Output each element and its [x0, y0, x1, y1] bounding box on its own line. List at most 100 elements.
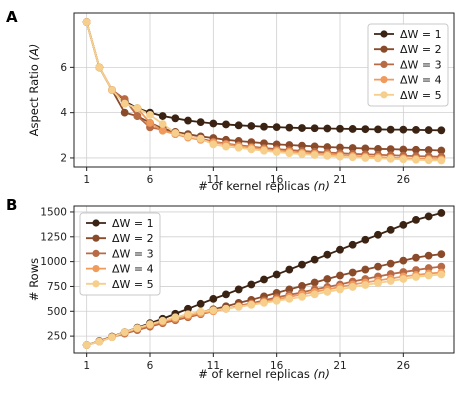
data-point-dw5 [196, 134, 205, 143]
data-point-dw5 [260, 298, 268, 307]
data-point-dw1 [272, 270, 281, 279]
legend-label-dw1: ΔW = 1 [400, 28, 442, 41]
legend-label-dw3: ΔW = 3 [400, 58, 442, 71]
data-point-dw1 [310, 255, 319, 264]
data-point-dw1 [196, 118, 205, 127]
data-point-dw5 [234, 143, 243, 152]
data-point-dw1 [374, 125, 382, 134]
data-point-dw5 [386, 154, 395, 163]
data-point-dw5 [146, 111, 154, 119]
data-point-dw5 [336, 152, 344, 161]
legend-label-dw4: ΔW = 4 [112, 263, 154, 276]
legend-swatch-marker [380, 76, 388, 84]
data-point-dw3 [133, 112, 142, 120]
data-point-dw2 [374, 262, 382, 271]
data-point-dw5 [298, 150, 306, 158]
legend-swatch-marker [380, 30, 388, 38]
axes-frame-a [73, 12, 455, 168]
data-point-dw5 [437, 270, 446, 279]
data-point-dw5 [133, 324, 142, 333]
data-point-dw5 [146, 320, 154, 329]
data-point-dw1 [298, 124, 306, 132]
data-point-dw1 [348, 240, 357, 249]
legend-label-dw5: ΔW = 5 [400, 89, 442, 102]
x-tick-label: 6 [147, 174, 154, 186]
data-point-dw1 [222, 290, 230, 299]
data-point-dw5 [361, 154, 370, 162]
x-tick-label: 26 [397, 174, 411, 186]
legend-box [367, 23, 449, 107]
data-point-dw5 [196, 307, 205, 316]
data-point-dw1 [424, 126, 433, 134]
x-tick-label: 21 [333, 360, 346, 372]
data-point-dw1 [348, 125, 357, 133]
data-point-dw5 [209, 306, 218, 315]
data-point-dw5 [310, 151, 319, 159]
data-point-dw1 [285, 265, 294, 274]
y-axis-label: # Rows [27, 258, 41, 301]
data-point-dw1 [247, 280, 256, 289]
data-point-dw1 [171, 114, 180, 123]
data-point-dw5 [399, 155, 408, 164]
y-tick-label: 6 [60, 62, 67, 74]
data-point-dw1 [412, 216, 420, 224]
data-point-dw5 [260, 146, 268, 155]
data-point-dw1 [285, 123, 294, 132]
data-point-dw5 [184, 310, 192, 319]
data-point-dw5 [348, 153, 357, 162]
data-point-dw5 [209, 140, 218, 149]
legend-label-dw1: ΔW = 1 [112, 217, 154, 230]
data-point-dw1 [323, 124, 332, 133]
data-point-dw1 [209, 119, 218, 128]
y-tick-label: 750 [47, 281, 67, 293]
data-point-dw5 [386, 277, 395, 285]
data-point-dw1 [361, 235, 370, 244]
data-point-dw2 [424, 251, 433, 260]
data-point-dw5 [171, 313, 180, 322]
legend-swatch-marker [92, 280, 100, 288]
axes-frame-b [73, 205, 455, 354]
legend-swatch-marker [92, 234, 100, 242]
data-point-dw1 [437, 126, 446, 135]
data-point-dw5 [348, 283, 357, 291]
data-point-dw5 [120, 328, 129, 337]
legend-box [79, 212, 161, 296]
data-point-dw5 [82, 18, 91, 26]
data-point-dw5 [323, 152, 332, 160]
data-point-dw5 [272, 148, 281, 156]
data-point-dw1 [234, 285, 243, 294]
data-point-dw2 [336, 271, 344, 280]
legend-label-dw2: ΔW = 2 [400, 43, 442, 56]
data-point-dw2 [361, 265, 370, 274]
data-point-dw1 [386, 125, 395, 134]
data-point-dw5 [272, 296, 281, 305]
data-point-dw1 [323, 250, 332, 259]
y-tick-label: 250 [47, 331, 67, 343]
data-point-dw1 [336, 124, 344, 133]
data-point-dw1 [234, 121, 243, 130]
data-point-dw5 [222, 304, 230, 313]
legend-label-dw5: ΔW = 5 [112, 278, 154, 291]
y-tick-label: 2 [60, 152, 67, 164]
data-point-dw5 [184, 132, 192, 141]
data-point-dw2 [120, 108, 129, 117]
data-point-dw5 [285, 294, 294, 303]
data-point-dw1 [260, 122, 268, 131]
y-tick-label: 500 [47, 306, 67, 318]
data-point-dw5 [133, 104, 142, 113]
data-point-dw5 [247, 300, 256, 309]
data-point-dw1 [184, 116, 192, 125]
y-tick-label: 1000 [40, 256, 67, 268]
data-point-dw5 [82, 341, 91, 349]
data-point-dw5 [336, 285, 344, 294]
x-tick-label: 11 [207, 174, 220, 186]
data-point-dw5 [234, 302, 243, 311]
data-point-dw1 [158, 112, 167, 120]
data-point-dw1 [386, 225, 395, 234]
x-tick-label: 16 [270, 174, 284, 186]
data-point-dw2 [437, 250, 446, 259]
legend-swatch-marker [92, 265, 100, 273]
